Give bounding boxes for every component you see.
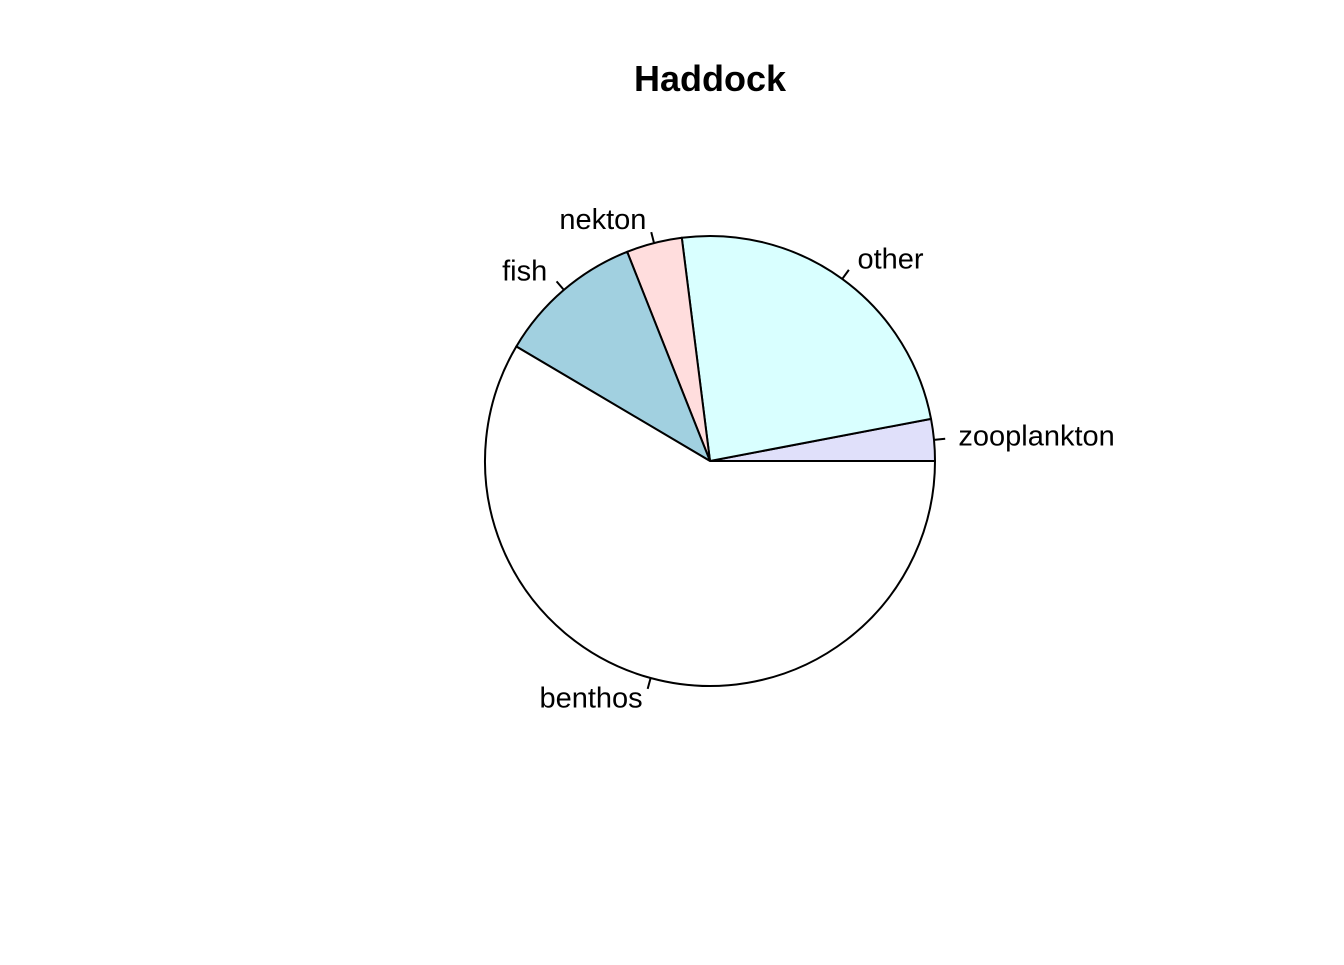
slice-labels-layer: zooplankton other nekton fish benthos	[502, 204, 1115, 714]
label-tick-zooplankton	[933, 437, 946, 441]
pie-slice-benthos	[484, 345, 936, 687]
label-ticks-layer	[555, 231, 946, 690]
slice-label-nekton: nekton	[559, 204, 646, 236]
slice-label-fish: fish	[502, 255, 547, 287]
chart-title: Haddock	[633, 58, 787, 99]
label-tick-nekton	[650, 231, 656, 244]
label-tick-benthos	[646, 677, 652, 690]
slice-label-other: other	[857, 243, 923, 275]
pie-slice-fish	[515, 250, 711, 462]
slice-label-benthos: benthos	[539, 682, 642, 714]
label-tick-fish	[555, 280, 565, 291]
slices-layer	[484, 235, 936, 687]
label-tick-other	[841, 269, 850, 280]
pie-slice-other	[680, 235, 933, 462]
slice-label-zooplankton: zooplankton	[958, 420, 1114, 452]
